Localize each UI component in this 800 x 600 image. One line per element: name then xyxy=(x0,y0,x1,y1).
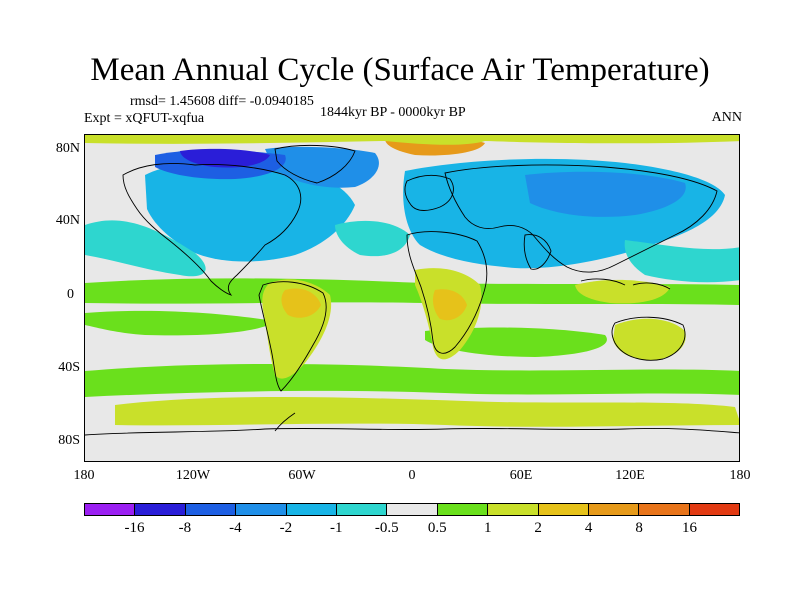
y-label-80n: 80N xyxy=(55,141,80,156)
coast-antarctic-peninsula xyxy=(274,412,296,432)
coast-maritime xyxy=(580,278,671,290)
x-label-60w: 60W xyxy=(288,468,316,483)
colorbar-box-8 xyxy=(488,504,539,515)
colorbar-label: -16 xyxy=(124,520,145,536)
colorbar-label: -8 xyxy=(178,520,192,536)
map-canvas xyxy=(85,135,739,461)
warm-amazon-core xyxy=(281,288,321,318)
warm-band-southern-ocean xyxy=(85,364,739,397)
x-label-0: 0 xyxy=(408,468,416,483)
chart-title: Mean Annual Cycle (Surface Air Temperatu… xyxy=(90,52,710,88)
warm-band-south-pacific xyxy=(85,310,275,336)
colorbar-box-11 xyxy=(639,504,690,515)
temperature-map xyxy=(84,134,740,462)
colorbar-box-6 xyxy=(387,504,438,515)
coast-africa xyxy=(406,231,488,354)
cold-region-greenland xyxy=(265,146,379,188)
cold-region-arctic-deep xyxy=(180,148,270,168)
coast-north-america xyxy=(122,163,302,296)
colorbar-box-7 xyxy=(437,504,489,515)
x-label-120w: 120W xyxy=(175,468,211,483)
cold-region-east-pacific xyxy=(624,240,739,283)
coastlines xyxy=(85,144,739,436)
x-label-120e: 120E xyxy=(615,468,645,483)
period-label: 1844kyr BP - 0000kyr BP xyxy=(320,105,466,120)
warm-band-antarctic-coast xyxy=(115,397,739,427)
coast-india xyxy=(523,234,552,270)
x-label-180w: 180 xyxy=(73,468,95,483)
season-label: ANN xyxy=(711,110,742,125)
anomaly-field xyxy=(85,135,739,461)
coast-antarctica xyxy=(85,427,739,436)
colorbar-label: -1 xyxy=(330,520,343,536)
colorbar-label: 8 xyxy=(635,520,643,536)
colorbar-label: 16 xyxy=(682,520,698,536)
y-label-40n: 40N xyxy=(55,213,80,228)
coast-greenland xyxy=(274,144,356,184)
colorbar-box-2 xyxy=(185,504,237,515)
cold-region-atlantic xyxy=(335,220,410,257)
warm-africa-core xyxy=(432,289,467,321)
colorbar-box-5 xyxy=(336,504,388,515)
colorbar-box-4 xyxy=(286,504,337,515)
cold-region-north-america xyxy=(145,160,355,262)
stats-readout: rmsd= 1.45608 diff= -0.0940185 xyxy=(130,94,314,109)
colorbar xyxy=(84,503,740,516)
colorbar-box-0 xyxy=(85,504,136,515)
y-label-40s: 40S xyxy=(58,360,80,375)
y-label-80s: 80S xyxy=(58,433,80,448)
warm-arctic-strip xyxy=(85,135,739,145)
colorbar-box-3 xyxy=(236,504,287,515)
colorbar-box-9 xyxy=(538,504,589,515)
x-label-180e: 180 xyxy=(729,468,751,483)
colorbar-label: 0.5 xyxy=(427,520,447,536)
colorbar-label: 1 xyxy=(483,520,492,536)
coast-europe xyxy=(404,174,454,211)
cold-region-north-pacific xyxy=(85,220,206,277)
colorbar-label: 2 xyxy=(534,520,542,536)
colorbar-label: -4 xyxy=(229,520,242,536)
colorbar-box-1 xyxy=(135,504,186,515)
colorbar-label: -2 xyxy=(279,520,293,536)
x-label-60e: 60E xyxy=(509,468,533,483)
colorbar-box-10 xyxy=(588,504,640,515)
y-label-eq: 0 xyxy=(67,287,74,302)
colorbar-label: -0.5 xyxy=(374,520,399,536)
coast-asia xyxy=(444,164,718,273)
experiment-label: Expt = xQFUT-xqfua xyxy=(84,111,205,126)
colorbar-box-12 xyxy=(689,504,740,515)
warm-maritime xyxy=(575,279,670,304)
coast-australia xyxy=(611,316,686,361)
coast-south-america xyxy=(258,281,327,392)
cold-region-siberia xyxy=(525,171,686,217)
warm-australia xyxy=(613,318,686,361)
antarctic-interior xyxy=(85,427,739,461)
colorbar-label: 4 xyxy=(584,520,593,536)
